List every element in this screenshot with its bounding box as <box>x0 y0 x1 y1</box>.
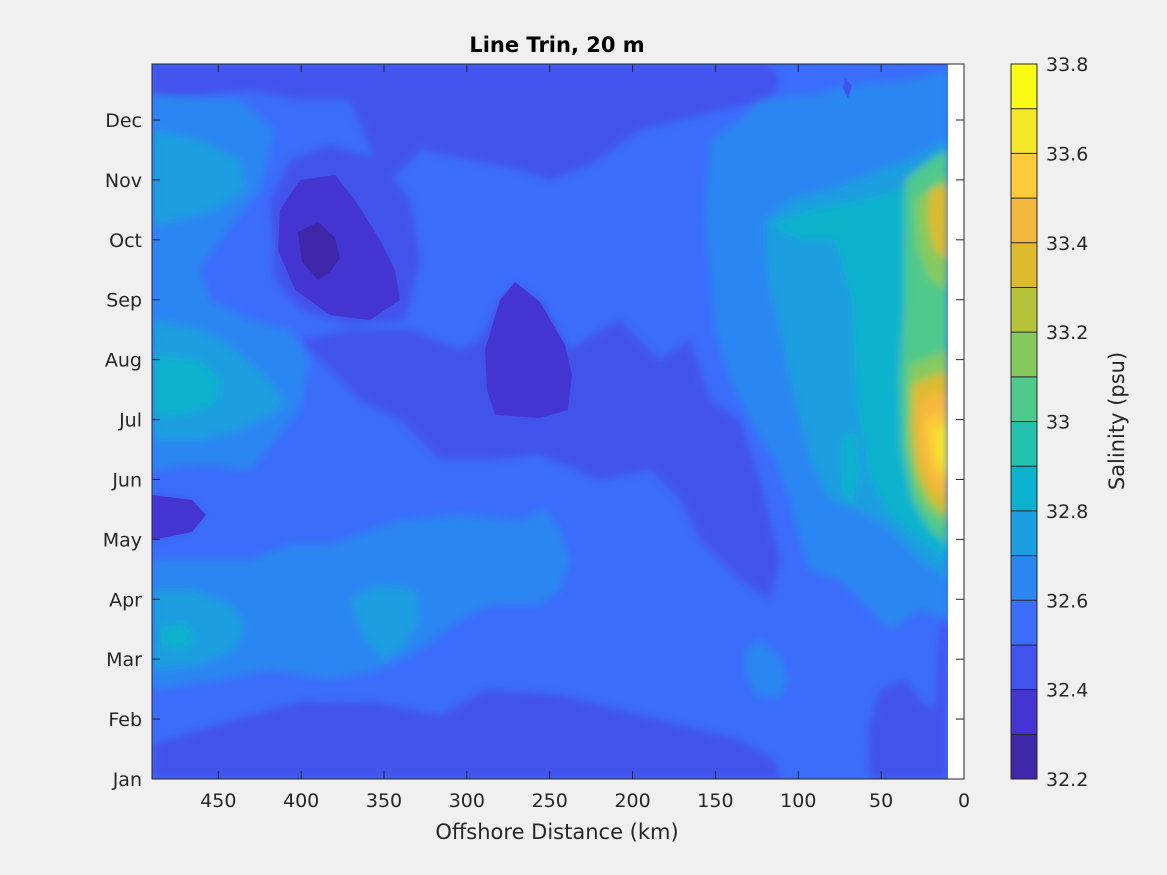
contour-region <box>843 78 852 98</box>
colorbar-level <box>1011 287 1037 333</box>
y-tick-label: Aug <box>105 350 142 372</box>
chart-title: Line Trin, 20 m <box>469 33 644 57</box>
contour-region <box>485 282 572 418</box>
x-tick-label: 450 <box>200 790 236 812</box>
x-axis: 450 400 350 300 250 200 150 100 50 0 <box>200 64 970 812</box>
colorbar: 32.2 32.4 32.6 32.8 33 33.2 33.4 33.6 33.8 <box>1010 54 1088 791</box>
colorbar-level <box>1011 108 1037 154</box>
colorbar-level <box>1011 510 1037 556</box>
colorbar-tick-label: 33.2 <box>1046 322 1088 344</box>
colorbar-level <box>1011 734 1037 779</box>
plot-frame <box>151 63 965 780</box>
contour-region <box>152 690 780 779</box>
colorbar-tick-label: 33 <box>1046 412 1070 434</box>
colorbar-tick-label: 33.8 <box>1046 54 1088 76</box>
contour-region <box>152 590 245 670</box>
colorbar-level <box>1011 198 1037 243</box>
x-tick-label: 100 <box>780 790 816 812</box>
y-tick-label: Jun <box>111 469 142 491</box>
colorbar-level <box>1011 64 1037 109</box>
colorbar-label: Salinity (psu) <box>1105 352 1129 490</box>
colorbar-level <box>1011 466 1037 511</box>
y-tick-label: Mar <box>106 649 142 671</box>
y-tick-label: Jan <box>112 769 142 791</box>
colorbar-level <box>1011 555 1037 601</box>
contour-region <box>745 640 788 700</box>
colorbar-level <box>1011 376 1037 422</box>
contour-region <box>152 64 780 185</box>
contour-region <box>152 355 220 415</box>
contour-region <box>350 585 420 660</box>
colorbar-level <box>1011 242 1037 288</box>
y-tick-label: Feb <box>108 709 142 731</box>
colorbar-tick-label: 32.4 <box>1046 680 1088 702</box>
x-tick-label: 350 <box>366 790 402 812</box>
y-tick-label: Apr <box>109 589 142 611</box>
contour-region <box>840 430 860 505</box>
y-tick-label: Oct <box>109 230 142 252</box>
salinity-contour-field <box>152 64 948 779</box>
x-tick-label: 400 <box>283 790 319 812</box>
x-tick-label: 250 <box>532 790 568 812</box>
contour-region <box>152 495 206 540</box>
colorbar-level <box>1011 689 1037 735</box>
y-tick-label: Sep <box>106 290 142 312</box>
y-axis: Jan Feb Mar Apr May Jun Jul Aug Sep Oct Nov Dec <box>103 110 964 791</box>
colorbar-tick-label: 32.2 <box>1046 769 1088 791</box>
y-tick-label: Dec <box>105 110 142 132</box>
colorbar-tick-label: 32.6 <box>1046 590 1088 612</box>
y-tick-label: Jul <box>118 410 142 432</box>
colorbar-level <box>1011 421 1037 467</box>
x-tick-label: 300 <box>449 790 485 812</box>
colorbar-tick-label: 33.4 <box>1046 233 1088 255</box>
contour-region <box>935 426 948 475</box>
contour-region <box>868 610 948 779</box>
contour-region <box>928 185 948 260</box>
x-axis-title: Offshore Distance (km) <box>435 820 678 844</box>
x-tick-label: 50 <box>869 790 893 812</box>
y-tick-label: Nov <box>105 170 142 192</box>
x-tick-label: 150 <box>697 790 733 812</box>
y-tick-label: May <box>103 529 142 551</box>
contour-region <box>770 160 948 560</box>
colorbar-tick-label: 33.6 <box>1046 143 1088 165</box>
colorbar-tick-label: 32.8 <box>1046 501 1088 523</box>
contour-region <box>298 222 340 280</box>
contour-region <box>152 130 245 225</box>
contour-region <box>300 285 780 600</box>
x-tick-label: 200 <box>614 790 650 812</box>
colorbar-frame <box>1010 63 1038 780</box>
contour-region <box>278 175 400 320</box>
colorbar-level <box>1011 644 1037 690</box>
colorbar-level <box>1011 153 1037 199</box>
x-tick-label: 0 <box>958 790 970 812</box>
contour-region <box>160 624 195 650</box>
colorbar-level <box>1011 600 1037 645</box>
colorbar-level <box>1011 332 1037 377</box>
